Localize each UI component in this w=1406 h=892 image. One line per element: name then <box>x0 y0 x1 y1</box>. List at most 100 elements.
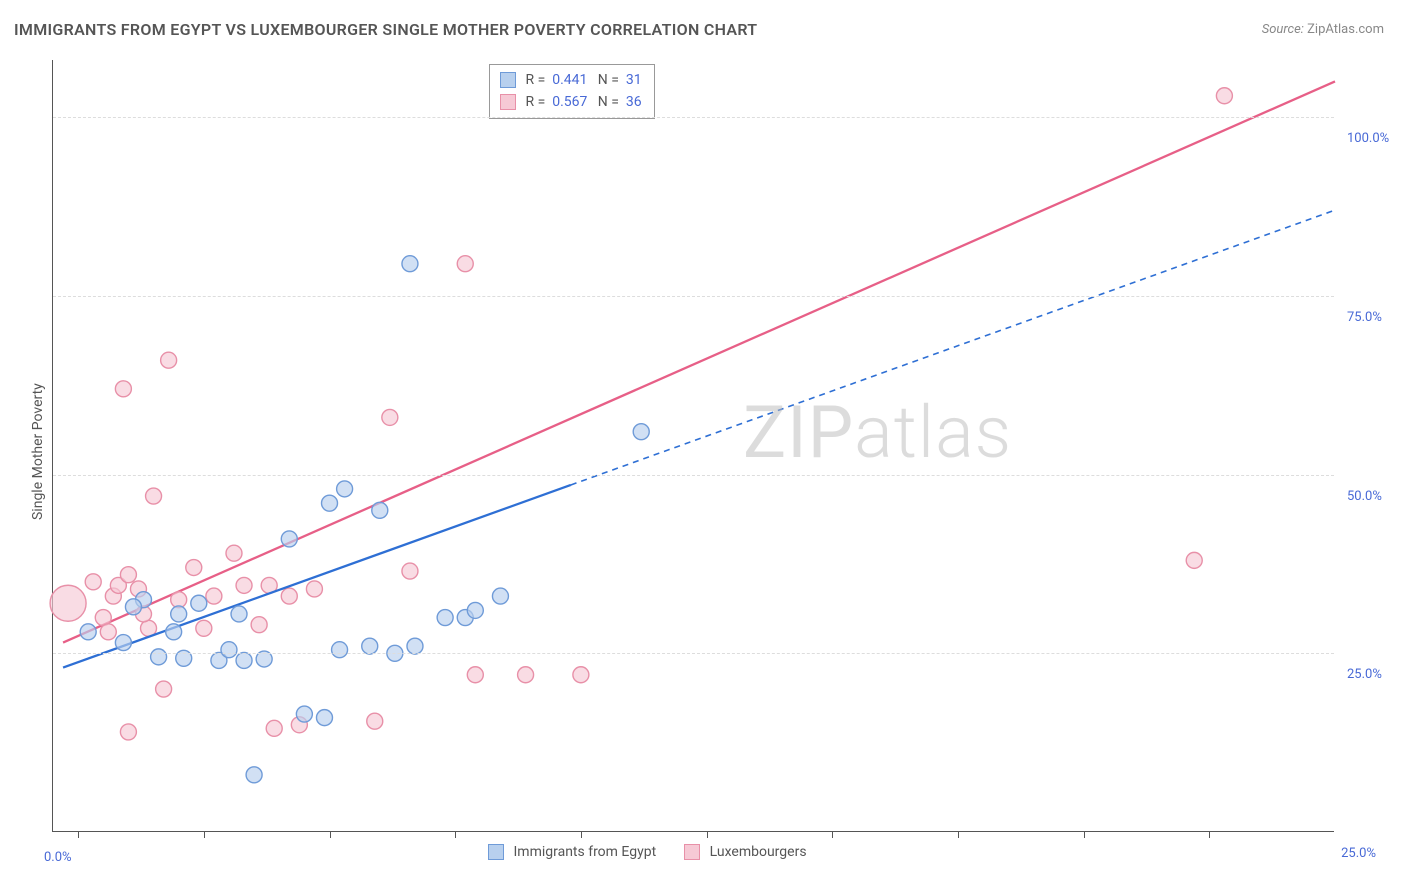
n-value-2: 36 <box>626 94 642 110</box>
trend-line <box>63 81 1335 642</box>
scatter-point <box>316 710 332 726</box>
plot-area: ZIPatlas R = 0.441 N = 31 R = 0.567 N = … <box>52 60 1334 832</box>
r-value-2: 0.567 <box>552 94 587 110</box>
x-tick <box>832 831 833 838</box>
scatter-point <box>156 681 172 697</box>
scatter-point <box>186 560 202 576</box>
scatter-point <box>382 409 398 425</box>
scatter-point <box>161 352 177 368</box>
scatter-point <box>573 667 589 683</box>
scatter-point <box>231 606 247 622</box>
scatter-point <box>171 606 187 622</box>
scatter-point <box>266 720 282 736</box>
legend-bottom: Immigrants from Egypt Luxembourgers <box>488 844 807 860</box>
scatter-point <box>166 624 182 640</box>
scatter-point <box>226 545 242 561</box>
x-right-label: 25.0% <box>1341 846 1376 861</box>
scatter-point <box>206 588 222 604</box>
scatter-point <box>196 620 212 636</box>
scatter-point <box>372 502 388 518</box>
scatter-point <box>151 649 167 665</box>
legend-bottom-label-1: Immigrants from Egypt <box>513 844 656 860</box>
x-tick <box>204 831 205 838</box>
scatter-point <box>367 713 383 729</box>
scatter-point <box>362 638 378 654</box>
scatter-point <box>281 588 297 604</box>
source-value: ZipAtlas.com <box>1307 22 1384 37</box>
scatter-point <box>306 581 322 597</box>
y-axis-title: Single Mother Poverty <box>30 383 46 520</box>
scatter-point <box>50 585 86 621</box>
legend-bottom-label-2: Luxembourgers <box>710 844 807 860</box>
y-tick-label: 50.0% <box>1347 489 1382 504</box>
scatter-point <box>437 610 453 626</box>
x-tick <box>78 831 79 838</box>
x-tick <box>1084 831 1085 838</box>
legend-item-2: Luxembourgers <box>684 844 806 860</box>
y-tick-label: 75.0% <box>1347 310 1382 325</box>
y-tick-label: 25.0% <box>1347 667 1382 682</box>
gridline-h <box>53 296 1334 297</box>
scatter-point <box>125 599 141 615</box>
scatter-point <box>100 624 116 640</box>
scatter-point <box>492 588 508 604</box>
gridline-h <box>53 117 1334 118</box>
scatter-point <box>467 602 483 618</box>
scatter-point <box>322 495 338 511</box>
scatter-point <box>80 624 96 640</box>
legend-row-series-1: R = 0.441 N = 31 <box>500 70 642 92</box>
x-tick <box>330 831 331 838</box>
scatter-point <box>281 531 297 547</box>
chart-container: IMMIGRANTS FROM EGYPT VS LUXEMBOURGER SI… <box>0 0 1406 892</box>
scatter-point <box>1186 552 1202 568</box>
scatter-point <box>115 381 131 397</box>
legend-swatch-pink <box>500 94 516 110</box>
x-tick <box>1209 831 1210 838</box>
x-tick <box>958 831 959 838</box>
source-label: Source: <box>1262 22 1304 37</box>
scatter-point <box>407 638 423 654</box>
scatter-point <box>115 635 131 651</box>
chart-title: IMMIGRANTS FROM EGYPT VS LUXEMBOURGER SI… <box>14 20 757 39</box>
legend-bottom-swatch-pink <box>684 844 700 860</box>
scatter-point <box>246 767 262 783</box>
scatter-point <box>236 652 252 668</box>
source-attribution: Source: ZipAtlas.com <box>1262 22 1384 37</box>
trend-line-dashed <box>571 210 1335 485</box>
x-origin-label: 0.0% <box>44 850 72 865</box>
scatter-point <box>518 667 534 683</box>
legend-swatch-blue <box>500 72 516 88</box>
scatter-point <box>221 642 237 658</box>
scatter-point <box>337 481 353 497</box>
legend-row-series-2: R = 0.567 N = 36 <box>500 92 642 114</box>
x-tick <box>707 831 708 838</box>
scatter-point <box>120 724 136 740</box>
scatter-point <box>236 577 252 593</box>
gridline-h <box>53 475 1334 476</box>
scatter-point <box>457 256 473 272</box>
scatter-point <box>467 667 483 683</box>
scatter-point <box>146 488 162 504</box>
gridline-h <box>53 653 1334 654</box>
r-value-1: 0.441 <box>552 72 587 88</box>
legend-item-1: Immigrants from Egypt <box>488 844 656 860</box>
scatter-point <box>120 567 136 583</box>
scatter-point <box>296 706 312 722</box>
x-tick <box>581 831 582 838</box>
trend-line-solid <box>63 485 571 668</box>
scatter-point <box>191 595 207 611</box>
legend-correlation-box: R = 0.441 N = 31 R = 0.567 N = 36 <box>489 64 655 119</box>
scatter-point <box>332 642 348 658</box>
x-tick <box>455 831 456 838</box>
scatter-point <box>402 256 418 272</box>
scatter-point <box>85 574 101 590</box>
plot-svg <box>53 60 1334 831</box>
scatter-point <box>633 424 649 440</box>
scatter-point <box>402 563 418 579</box>
scatter-point <box>95 610 111 626</box>
legend-bottom-swatch-blue <box>488 844 504 860</box>
n-value-1: 31 <box>626 72 642 88</box>
scatter-point <box>251 617 267 633</box>
scatter-point <box>1216 88 1232 104</box>
y-tick-label: 100.0% <box>1347 131 1389 146</box>
